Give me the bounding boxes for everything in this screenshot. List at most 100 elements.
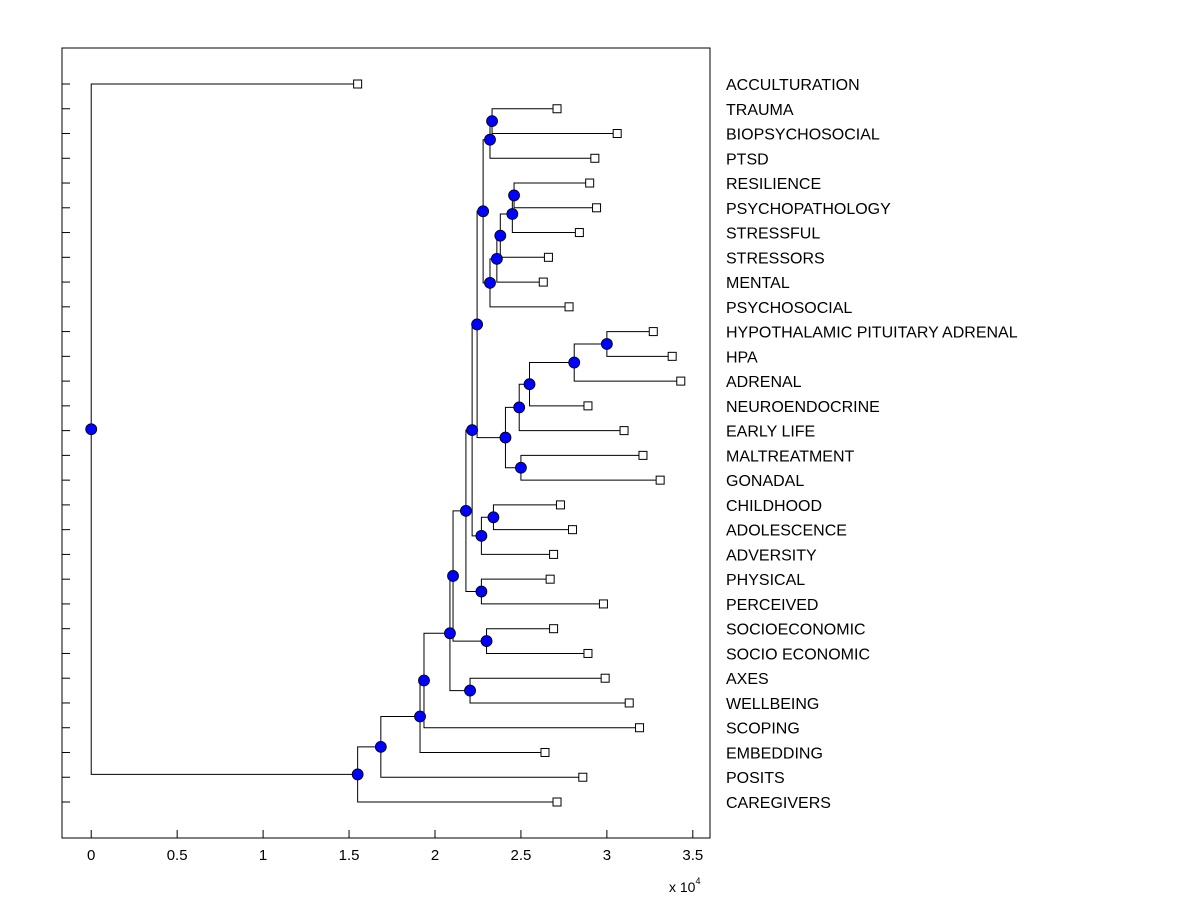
leaf-label: EARLY LIFE: [726, 424, 815, 441]
leaf-marker: [600, 673, 610, 683]
leaf-label: AXES: [726, 671, 769, 688]
leaf-label: ADRENAL: [726, 374, 802, 391]
leaf-marker: [624, 698, 634, 708]
x-tick-label: 0.5: [167, 847, 188, 864]
leaf-label: HPA: [726, 349, 758, 366]
leaf-label: PTSD: [726, 151, 769, 168]
internal-node: [477, 205, 490, 218]
link: [90, 429, 358, 775]
internal-node: [447, 570, 459, 582]
link: [573, 343, 607, 363]
internal-node: [600, 338, 613, 350]
leaf-marker: [538, 277, 548, 287]
link: [489, 282, 570, 308]
link: [529, 362, 575, 385]
leaf-label: ADOLESCENCE: [726, 523, 847, 540]
leaf-label: STRESSFUL: [726, 226, 820, 243]
leaf-label: BIOPSYCHOSOCIAL: [726, 127, 880, 144]
leaf-label: SOCIOECONOMIC: [726, 622, 866, 639]
leaf-marker: [667, 351, 677, 361]
x-multiplier: x 104: [669, 876, 700, 895]
leaf-label: PHYSICAL: [726, 572, 805, 589]
internal-node: [351, 768, 364, 781]
link: [489, 139, 595, 159]
x-tick-label: 2: [431, 847, 439, 864]
leaf-label: ACCULTURATION: [726, 77, 860, 94]
link: [380, 715, 421, 747]
leaf-labels: ACCULTURATION TRAUMA BIOPSYCHOSOCIAL PTSD RE…: [726, 77, 1018, 812]
internal-node: [508, 189, 520, 202]
leaf-label: WELLBEING: [726, 696, 819, 713]
internal-node: [494, 229, 507, 242]
leaf-marker: [567, 525, 577, 535]
internal-node: [513, 401, 526, 414]
leaf-marker: [543, 252, 553, 262]
leaf-label: HYPOTHALAMIC PITUITARY ADRENAL: [726, 325, 1018, 342]
internal-node: [486, 115, 498, 128]
link: [449, 633, 471, 692]
leaf-marker: [612, 129, 622, 139]
leaf-marker: [655, 475, 665, 485]
leaf-marker: [578, 772, 588, 782]
leaf-marker: [549, 549, 559, 559]
leaf-marker: [638, 450, 648, 460]
internal-node: [515, 461, 527, 474]
x-tick-label: 1.5: [339, 847, 360, 864]
leaf-marker: [583, 648, 593, 658]
leaf-marker: [648, 327, 658, 337]
internal-node: [444, 627, 456, 640]
leaf-label: PERCEIVED: [726, 597, 818, 614]
leaf-marker: [549, 624, 559, 634]
leaf-label: MENTAL: [726, 275, 790, 292]
plot-area: [61, 47, 711, 839]
internal-node: [490, 252, 503, 265]
internal-node: [523, 378, 536, 391]
leaf-marker: [590, 153, 600, 163]
link: [496, 258, 544, 283]
nodes: [85, 79, 686, 807]
link: [357, 746, 381, 775]
link: [357, 774, 558, 803]
link: [90, 83, 358, 430]
internal-node: [471, 318, 483, 331]
x-tick-label: 3: [603, 847, 611, 864]
leaf-marker: [353, 79, 363, 89]
link: [423, 680, 640, 729]
x-multiplier-exponent: 4: [695, 876, 700, 886]
link: [573, 362, 681, 382]
x-multiplier-base: x 10: [669, 879, 696, 895]
leaf-marker: [583, 401, 593, 411]
leaf-marker: [676, 376, 686, 386]
link: [529, 384, 588, 407]
link: [380, 746, 583, 778]
internal-node: [506, 208, 519, 220]
internal-node: [460, 504, 472, 517]
leaf-label: CAREGIVERS: [726, 795, 831, 812]
link: [423, 632, 450, 681]
leaf-label: SCOPING: [726, 721, 800, 738]
link: [518, 407, 625, 432]
x-tick-label: 3.5: [682, 847, 703, 864]
leaf-label: SOCIO ECONOMIC: [726, 646, 870, 663]
link: [419, 716, 545, 753]
x-tick-label: 2.5: [510, 847, 531, 864]
internal-node: [499, 431, 512, 444]
internal-node: [475, 585, 488, 598]
leaf-marker: [635, 723, 645, 733]
leaf-marker: [564, 302, 574, 312]
leaf-label: GONADAL: [726, 473, 804, 490]
leaf-marker: [598, 599, 608, 609]
leaf-marker: [592, 203, 602, 213]
leaf-marker: [585, 178, 595, 188]
leaf-label: RESILIENCE: [726, 176, 821, 193]
internal-node: [487, 511, 500, 524]
leaf-label: EMBEDDING: [726, 745, 823, 762]
leaf-label: POSITS: [726, 770, 785, 787]
leaf-marker: [540, 747, 550, 757]
leaf-label: PSYCHOPATHOLOGY: [726, 201, 891, 218]
link: [511, 213, 580, 234]
leaf-marker: [552, 797, 562, 807]
leaf-label: CHILDHOOD: [726, 498, 822, 515]
leaf-marker: [574, 228, 584, 238]
